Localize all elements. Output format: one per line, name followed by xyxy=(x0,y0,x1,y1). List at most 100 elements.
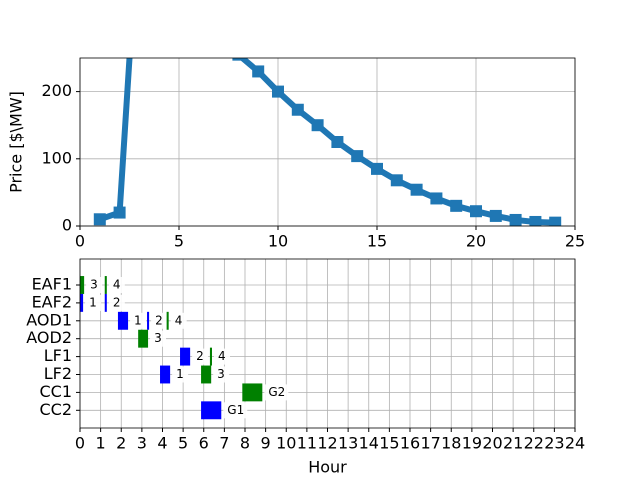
x-tick-label: 20 xyxy=(466,232,486,251)
task-bar xyxy=(80,276,85,294)
task-bar xyxy=(166,311,169,330)
task-bar xyxy=(117,311,129,330)
task-label: G1 xyxy=(227,403,244,417)
price-line xyxy=(98,58,556,226)
x-tick-label: 5 xyxy=(174,232,184,251)
task-bar xyxy=(104,293,107,312)
x-tick-label: 19 xyxy=(462,434,482,453)
x-tick-label: 10 xyxy=(268,232,288,251)
price-marker xyxy=(549,216,562,226)
y-tick-label: LF2 xyxy=(44,364,72,383)
task-label-box xyxy=(86,277,103,293)
x-tick-label: 15 xyxy=(379,434,399,453)
x-tick-label: 0 xyxy=(75,434,85,453)
task-bar xyxy=(201,401,222,420)
task-label-box xyxy=(108,277,125,293)
y-tick-label: 0 xyxy=(62,216,72,235)
x-axis-label: Hour xyxy=(308,458,347,477)
price-marker xyxy=(213,28,225,40)
y-tick-label: 200 xyxy=(41,81,72,100)
task-label: 1 xyxy=(89,295,97,309)
task-label-box xyxy=(213,366,230,383)
x-tick-label: 6 xyxy=(199,434,209,453)
x-tick-label: 24 xyxy=(565,434,585,453)
task-label-box xyxy=(151,312,168,329)
task-label-box xyxy=(170,312,187,329)
price-marker xyxy=(93,213,106,226)
x-tick-label: 17 xyxy=(420,434,440,453)
task-label-box xyxy=(172,366,189,383)
x-tick-label: 11 xyxy=(297,434,317,453)
price-marker xyxy=(529,215,542,226)
task-label-box xyxy=(214,348,230,365)
x-tick-label: 4 xyxy=(157,434,167,453)
task-label: 2 xyxy=(113,295,121,309)
price-marker xyxy=(113,206,126,219)
task-label-box xyxy=(223,402,248,419)
y-axis-label: Price [$\MW] xyxy=(7,91,26,193)
y-tick-label: EAF2 xyxy=(32,292,72,311)
x-tick-label: 0 xyxy=(75,232,85,251)
price-marker xyxy=(291,103,304,116)
price-axes: 0 5 10 15 20 25 0 100 200 Price [$\MW] xyxy=(7,28,585,251)
x-tick-label: 8 xyxy=(240,434,250,453)
x-tick-label: 21 xyxy=(503,434,523,453)
price-marker xyxy=(351,150,364,163)
task-bar xyxy=(201,365,212,384)
schedule-axes: 0 1 2 3 4 5 6 7 8 9 10 11 12 13 14 15 16 17 18 19 20 21 22 23 24… xyxy=(26,258,585,477)
price-marker xyxy=(252,65,265,78)
task-bar xyxy=(180,347,191,366)
x-tick-label: 2 xyxy=(116,434,126,453)
y-tick-label: LF1 xyxy=(44,346,72,365)
axes-frame xyxy=(79,57,576,227)
price-marker xyxy=(489,209,502,222)
x-tick-label: 9 xyxy=(261,434,271,453)
x-tick-label: 13 xyxy=(338,434,358,453)
task-bar xyxy=(138,329,149,348)
x-tick-label: 1 xyxy=(96,434,106,453)
task-label-box xyxy=(150,330,167,347)
task-label-box xyxy=(192,348,209,365)
price-marker xyxy=(430,192,443,205)
price-marker xyxy=(390,174,403,187)
task-label-box xyxy=(130,312,147,329)
task-bar xyxy=(242,383,263,402)
task-bar xyxy=(80,293,84,312)
task-bar xyxy=(209,347,212,366)
plot-area xyxy=(93,28,562,226)
x-tick-label: 12 xyxy=(317,434,337,453)
x-tick-label: 16 xyxy=(400,434,420,453)
task-label: 3 xyxy=(217,367,225,381)
x-tick-label: 14 xyxy=(359,434,379,453)
x-tick-label: 7 xyxy=(219,434,229,453)
x-tick-label: 3 xyxy=(137,434,147,453)
task-label: 3 xyxy=(154,331,162,345)
task-label-box xyxy=(85,294,102,311)
price-marker xyxy=(371,162,383,175)
price-marker xyxy=(232,58,245,61)
task-label: G2 xyxy=(268,385,285,399)
task-label-box xyxy=(264,384,289,401)
task-bar xyxy=(160,365,171,384)
x-tick-label: 20 xyxy=(482,434,502,453)
task-label: 4 xyxy=(218,349,226,363)
price-marker xyxy=(470,205,482,218)
x-tick-label: 18 xyxy=(441,434,461,453)
y-tick-label: EAF1 xyxy=(32,275,72,294)
y-tick-label: CC2 xyxy=(39,400,72,419)
price-marker xyxy=(272,85,284,98)
x-tick-label: 25 xyxy=(565,232,585,251)
x-tick-label: 10 xyxy=(276,434,296,453)
task-label: 4 xyxy=(113,278,121,292)
y-tick-label: AOD1 xyxy=(26,310,72,329)
task-label: 4 xyxy=(175,313,183,327)
price-marker xyxy=(410,183,423,196)
task-label: 1 xyxy=(176,367,184,381)
price-marker xyxy=(450,199,463,212)
task-bar xyxy=(104,276,107,294)
y-tick-label: 100 xyxy=(41,148,72,167)
task-bar xyxy=(147,311,150,330)
y-tick-label: CC1 xyxy=(39,382,72,401)
x-tick-label: 5 xyxy=(178,434,188,453)
